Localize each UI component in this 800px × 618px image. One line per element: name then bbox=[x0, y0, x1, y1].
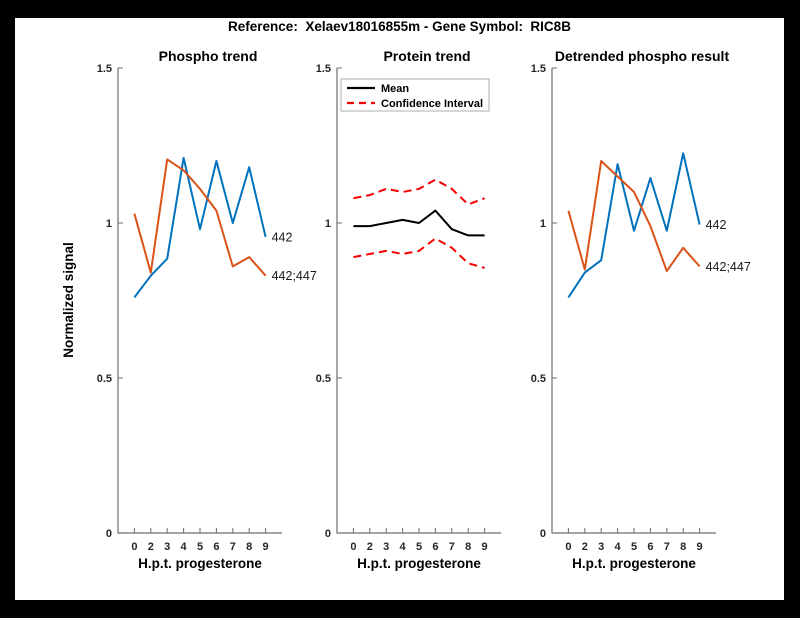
x-tick-label: 3 bbox=[164, 541, 170, 553]
series-line-Confidence-Interval-upper bbox=[353, 178, 485, 206]
x-tick-label: 8 bbox=[680, 541, 686, 553]
y-tick-label: 0 bbox=[325, 528, 331, 540]
x-tick-label: 4 bbox=[181, 541, 188, 553]
x-tick-label: 9 bbox=[263, 541, 269, 553]
y-tick-label: 0.5 bbox=[97, 373, 112, 385]
x-tick-label: 4 bbox=[615, 541, 622, 553]
subplot2-title: Protein trend bbox=[383, 48, 471, 64]
x-tick-label: 6 bbox=[647, 541, 653, 553]
subplot2-x-axis-label: H.p.t. progesterone bbox=[357, 556, 481, 571]
legend-label: Mean bbox=[381, 83, 409, 95]
x-tick-label: 0 bbox=[350, 541, 356, 553]
y-tick-label: 1.5 bbox=[316, 63, 331, 75]
series-end-label: 442;447 bbox=[706, 260, 751, 274]
series-line-442 bbox=[567, 152, 701, 298]
subplot3-x-axis-label: H.p.t. progesterone bbox=[572, 556, 696, 571]
axis-spines bbox=[551, 68, 716, 534]
series-end-label: 442;447 bbox=[272, 269, 317, 283]
x-tick-label: 7 bbox=[230, 541, 236, 553]
legend-label: Confidence Interval bbox=[381, 98, 483, 110]
x-tick-label: 8 bbox=[246, 541, 252, 553]
x-tick-label: 0 bbox=[131, 541, 137, 553]
series-line-442 bbox=[133, 156, 267, 299]
y-tick-label: 0 bbox=[540, 528, 546, 540]
series-line-442-447 bbox=[133, 158, 267, 277]
x-tick-label: 5 bbox=[416, 541, 422, 553]
axis-spines bbox=[117, 68, 282, 534]
figure-title: Reference: Xelaev18016855m - Gene Symbol… bbox=[228, 19, 571, 34]
series-line-Confidence-Interval-lower bbox=[353, 237, 485, 269]
y-tick-label: 1 bbox=[106, 218, 112, 230]
figure-canvas: Reference: Xelaev18016855m - Gene Symbol… bbox=[15, 18, 784, 600]
x-tick-label: 2 bbox=[582, 541, 588, 553]
x-tick-label: 6 bbox=[213, 541, 219, 553]
series-end-label: 442 bbox=[272, 230, 293, 244]
x-tick-label: 3 bbox=[598, 541, 604, 553]
x-tick-label: 2 bbox=[148, 541, 154, 553]
axis-spines bbox=[336, 68, 501, 534]
x-tick-label: 9 bbox=[697, 541, 703, 553]
x-tick-label: 7 bbox=[664, 541, 670, 553]
series-line-442-447 bbox=[567, 160, 701, 273]
subplot1-x-axis-label: H.p.t. progesterone bbox=[138, 556, 262, 571]
subplot1-title: Phospho trend bbox=[158, 48, 258, 64]
y-tick-label: 1.5 bbox=[97, 63, 112, 75]
y-tick-label: 0.5 bbox=[316, 373, 331, 385]
x-tick-label: 5 bbox=[197, 541, 203, 553]
x-tick-label: 7 bbox=[449, 541, 455, 553]
x-tick-label: 2 bbox=[367, 541, 373, 553]
x-tick-label: 8 bbox=[465, 541, 471, 553]
series-line-Mean bbox=[353, 209, 485, 237]
x-tick-label: 5 bbox=[631, 541, 637, 553]
x-tick-label: 3 bbox=[383, 541, 389, 553]
series-end-label: 442 bbox=[706, 218, 727, 232]
y-tick-label: 0.5 bbox=[531, 373, 546, 385]
x-tick-label: 4 bbox=[400, 541, 407, 553]
y-tick-label: 0 bbox=[106, 528, 112, 540]
y-tick-label: 1 bbox=[540, 218, 546, 230]
x-tick-label: 0 bbox=[565, 541, 571, 553]
x-tick-label: 6 bbox=[432, 541, 438, 553]
subplot3-title: Detrended phospho result bbox=[554, 48, 730, 64]
y-tick-label: 1.5 bbox=[531, 63, 546, 75]
legend-box bbox=[340, 78, 490, 112]
y-tick-label: 1 bbox=[325, 218, 331, 230]
x-tick-label: 9 bbox=[482, 541, 488, 553]
